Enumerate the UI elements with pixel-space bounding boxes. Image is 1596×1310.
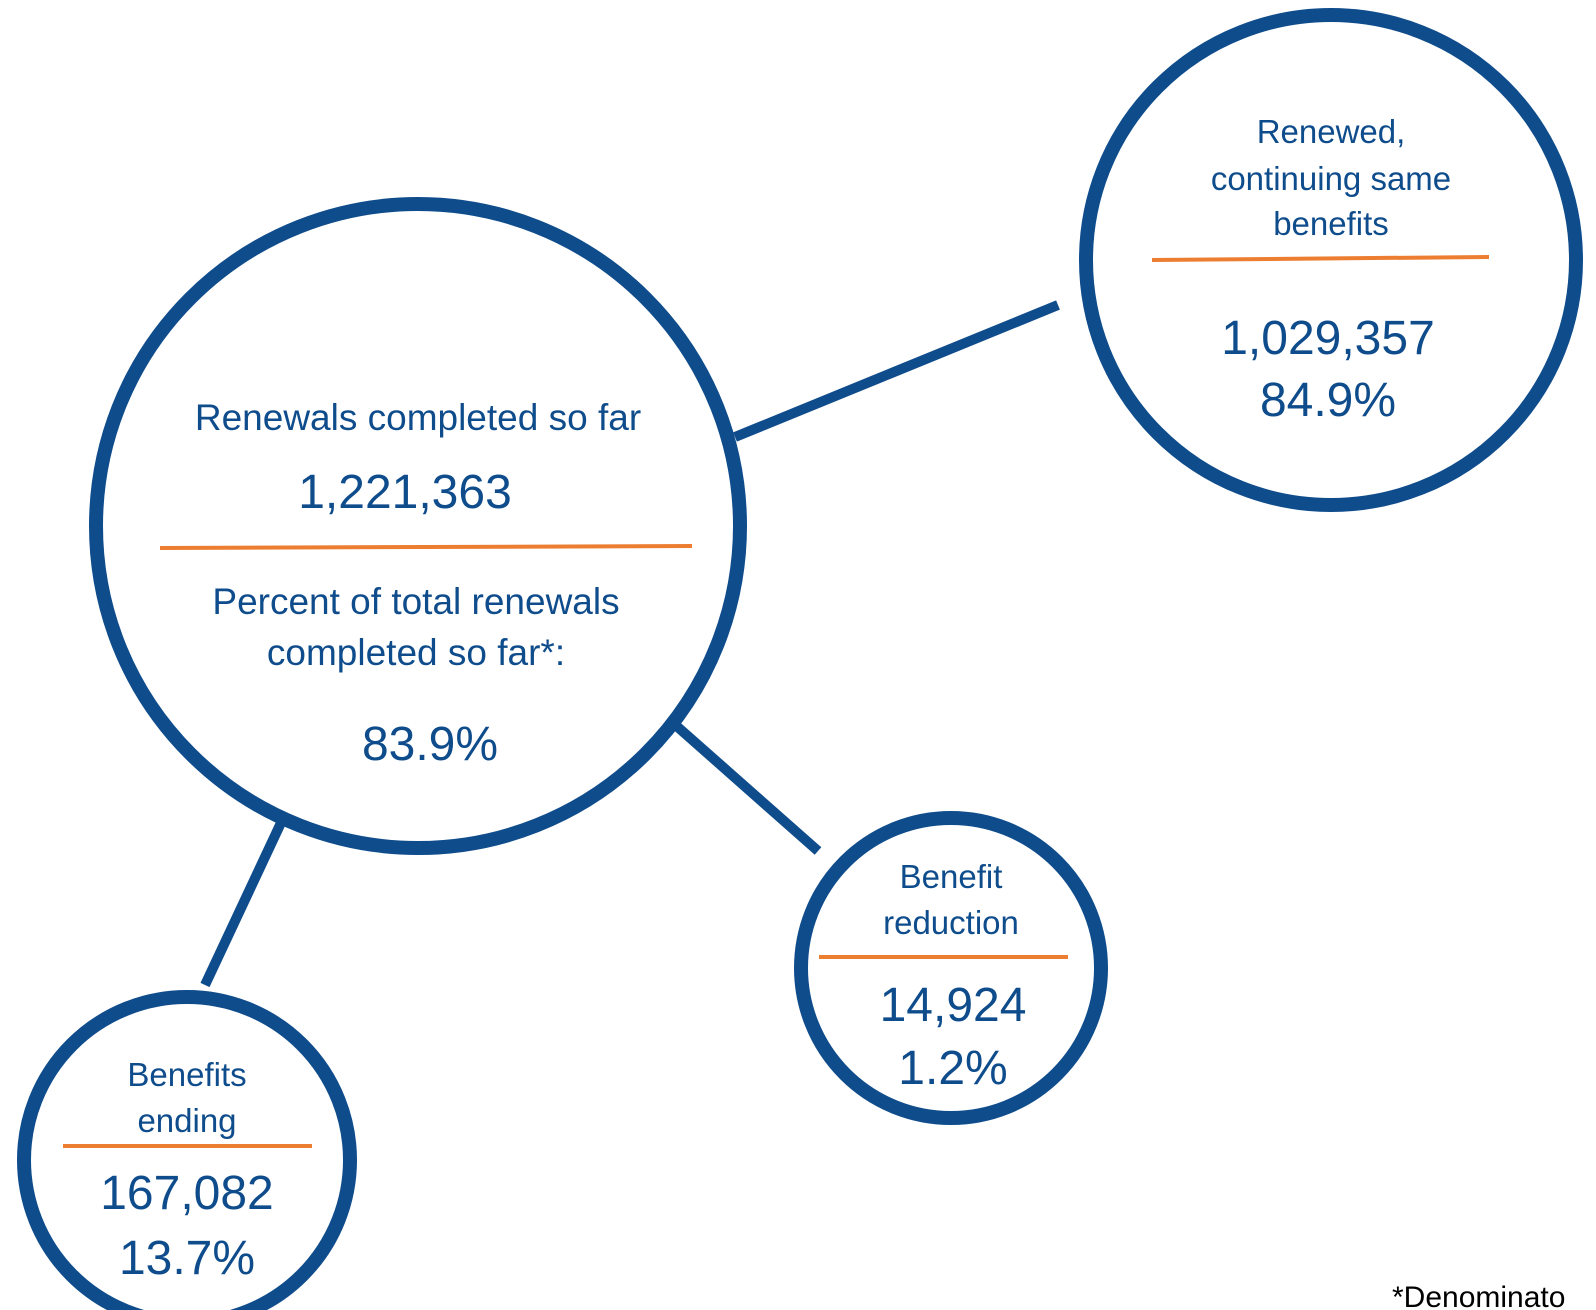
node-circle [89,197,747,855]
node-label-line1: Benefits [127,1056,246,1093]
node-circle [794,811,1108,1125]
footnote: *Denominato [1392,1281,1565,1310]
node-benefits-ending: Benefits ending 167,082 13.7% [17,990,357,1310]
node-circle [17,990,357,1310]
connector-renewed-same [733,300,1060,442]
node-percent-label-line1: Percent of total renewals [212,581,619,622]
node-count: 1,221,363 [298,466,512,519]
node-count: 167,082 [100,1167,274,1220]
node-divider [1151,255,1490,262]
node-percent-label-line2: completed so far*: [267,632,565,673]
node-divider [159,544,693,550]
node-label-line2: ending [137,1102,236,1139]
connector-benefits-ending [200,807,292,988]
node-label-line2: continuing same [1211,160,1451,197]
node-renewals-completed: Renewals completed so far 1,221,363 Perc… [89,197,747,855]
node-percent: 13.7% [119,1232,255,1285]
node-benefit-reduction: Benefit reduction 14,924 1.2% [794,811,1108,1125]
node-label-line3: benefits [1273,205,1389,242]
node-label-line1: Renewed, [1257,113,1406,150]
node-count: 1,029,357 [1221,312,1435,365]
node-renewed-same-benefits: Renewed, continuing same benefits 1,029,… [1079,8,1583,512]
node-percent: 84.9% [1260,374,1396,427]
node-percent: 1.2% [898,1042,1007,1095]
node-label: Renewals completed so far [195,397,641,438]
node-label-line1: Benefit [900,858,1003,895]
node-percent: 83.9% [362,718,498,771]
node-label-line2: reduction [883,904,1019,941]
node-count: 14,924 [880,979,1027,1032]
connector-benefit-reduction [668,718,822,855]
